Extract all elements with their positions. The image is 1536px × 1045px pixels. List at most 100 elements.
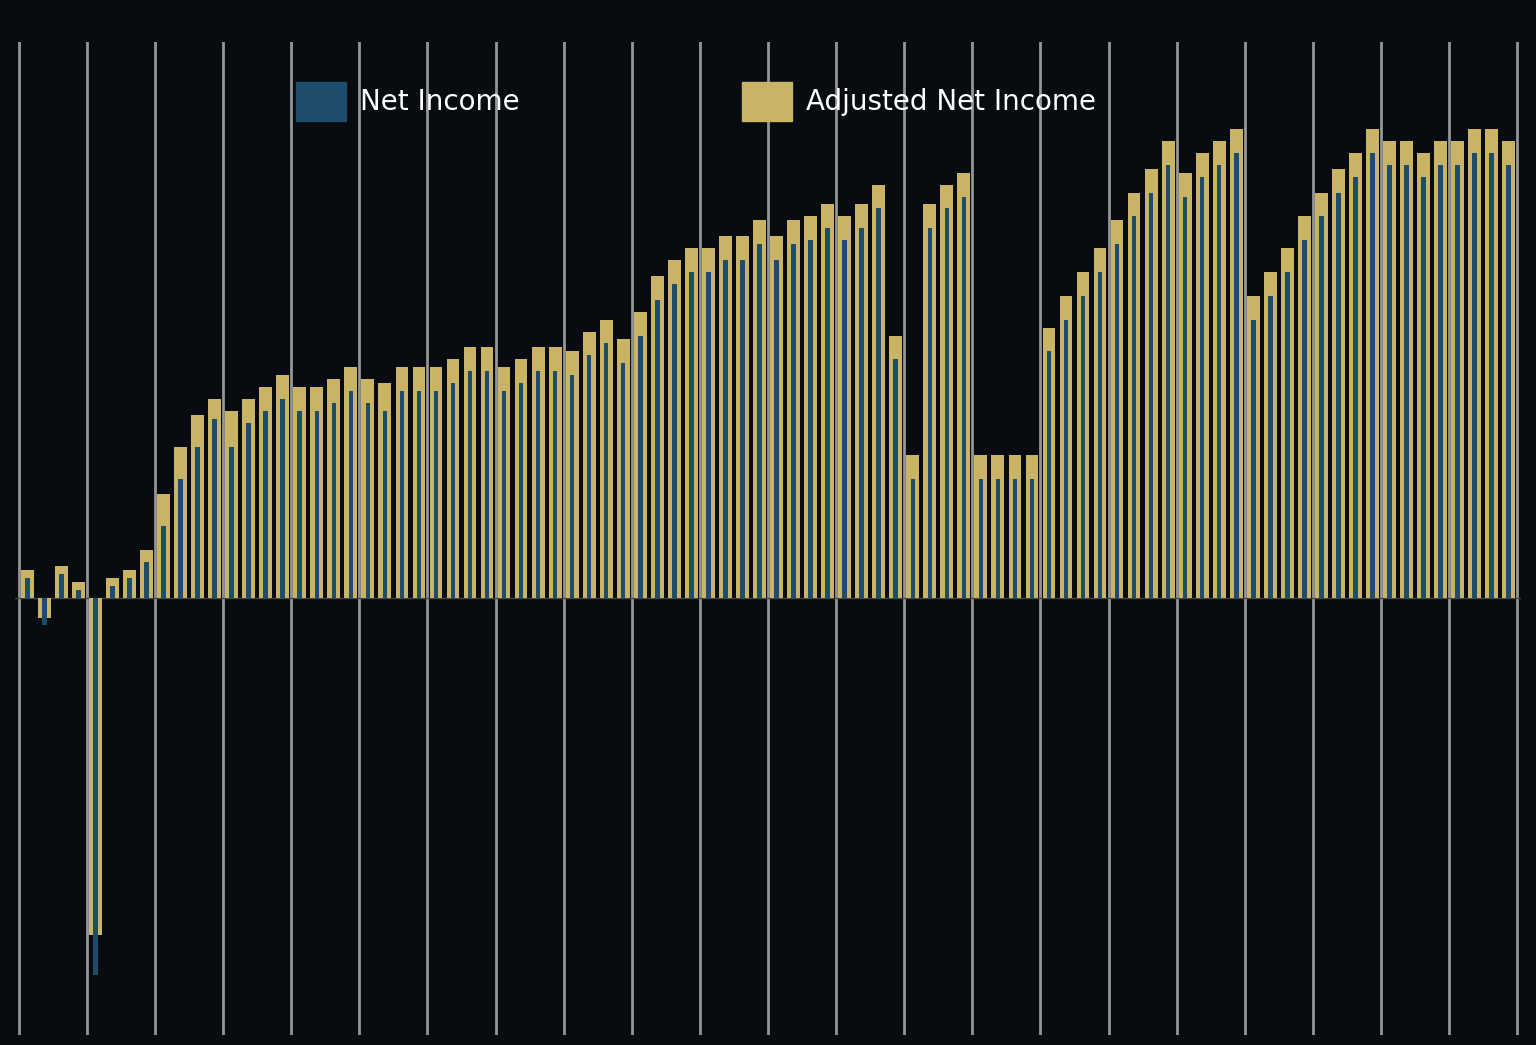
Bar bbox=[842, 240, 846, 598]
Bar bbox=[928, 229, 932, 598]
Bar bbox=[1230, 130, 1243, 598]
Bar bbox=[366, 403, 370, 598]
Bar bbox=[805, 216, 817, 598]
Bar bbox=[378, 384, 392, 598]
Bar bbox=[1009, 455, 1021, 598]
Bar bbox=[617, 340, 630, 598]
Bar bbox=[1098, 272, 1103, 598]
Bar bbox=[1473, 153, 1478, 598]
Bar bbox=[1111, 220, 1123, 598]
Bar bbox=[315, 411, 319, 598]
Bar bbox=[1178, 172, 1192, 598]
Bar bbox=[293, 388, 306, 598]
Bar bbox=[570, 375, 574, 598]
Bar bbox=[468, 371, 472, 598]
Bar bbox=[1012, 479, 1017, 598]
Bar bbox=[1144, 169, 1158, 598]
Bar bbox=[111, 586, 115, 598]
Bar bbox=[1370, 153, 1375, 598]
Bar bbox=[72, 582, 84, 598]
Bar bbox=[1286, 272, 1290, 598]
Bar bbox=[416, 391, 421, 598]
Bar bbox=[123, 570, 135, 598]
Bar bbox=[1166, 165, 1170, 598]
Bar bbox=[860, 229, 863, 598]
Bar bbox=[22, 570, 34, 598]
Bar bbox=[229, 447, 233, 598]
Bar bbox=[911, 479, 915, 598]
Bar bbox=[940, 185, 954, 598]
Bar bbox=[41, 598, 46, 626]
Bar bbox=[1250, 320, 1255, 598]
Bar bbox=[1507, 165, 1511, 598]
Bar bbox=[923, 205, 935, 598]
Bar bbox=[601, 320, 613, 598]
Bar bbox=[654, 300, 659, 598]
Bar bbox=[58, 574, 63, 598]
Bar bbox=[1269, 296, 1272, 598]
Bar bbox=[723, 260, 728, 598]
Bar bbox=[1502, 141, 1514, 598]
Bar bbox=[822, 205, 834, 598]
Bar bbox=[621, 364, 625, 598]
Bar bbox=[144, 562, 149, 598]
Bar bbox=[719, 236, 731, 598]
Bar bbox=[174, 447, 187, 598]
Bar bbox=[548, 348, 562, 598]
Bar bbox=[349, 391, 353, 598]
Bar bbox=[668, 260, 680, 598]
Bar bbox=[1366, 130, 1379, 598]
Bar bbox=[906, 455, 919, 598]
Bar bbox=[1064, 320, 1068, 598]
Bar bbox=[1418, 153, 1430, 598]
Bar bbox=[1438, 165, 1442, 598]
Bar bbox=[1382, 141, 1396, 598]
Bar bbox=[433, 391, 438, 598]
Bar bbox=[246, 423, 250, 598]
Bar bbox=[1127, 192, 1141, 598]
Bar bbox=[243, 399, 255, 598]
Bar bbox=[945, 209, 949, 598]
Bar bbox=[877, 209, 882, 598]
Bar bbox=[281, 399, 286, 598]
Bar bbox=[774, 260, 779, 598]
Bar bbox=[1490, 153, 1495, 598]
Bar bbox=[260, 388, 272, 598]
Bar bbox=[1115, 245, 1120, 598]
Bar bbox=[553, 371, 558, 598]
Bar bbox=[1060, 296, 1072, 598]
Bar bbox=[361, 379, 375, 598]
Bar bbox=[464, 348, 476, 598]
Bar bbox=[1197, 153, 1209, 598]
Bar bbox=[808, 240, 813, 598]
Bar bbox=[1217, 165, 1221, 598]
Bar bbox=[447, 359, 459, 598]
Bar bbox=[89, 598, 101, 935]
Bar bbox=[1026, 455, 1038, 598]
Bar bbox=[55, 566, 68, 598]
Bar bbox=[502, 391, 507, 598]
Bar bbox=[757, 245, 762, 598]
Bar bbox=[157, 494, 170, 598]
Bar bbox=[1233, 153, 1238, 598]
Bar bbox=[531, 348, 544, 598]
Bar bbox=[1319, 216, 1324, 598]
Bar bbox=[1404, 165, 1409, 598]
Bar bbox=[344, 368, 358, 598]
Bar bbox=[702, 249, 714, 598]
Bar bbox=[327, 379, 339, 598]
Bar bbox=[791, 245, 796, 598]
Bar bbox=[992, 455, 1005, 598]
Bar bbox=[1298, 216, 1310, 598]
Bar bbox=[195, 447, 200, 598]
Bar bbox=[212, 419, 217, 598]
Bar bbox=[872, 185, 885, 598]
Bar bbox=[276, 375, 289, 598]
Bar bbox=[161, 527, 166, 598]
Bar bbox=[430, 368, 442, 598]
Bar bbox=[673, 284, 676, 598]
Bar bbox=[978, 479, 983, 598]
Bar bbox=[1200, 177, 1204, 598]
Bar bbox=[1183, 196, 1187, 598]
Legend: Net Income, Adjusted Net Income: Net Income, Adjusted Net Income bbox=[286, 71, 1107, 132]
